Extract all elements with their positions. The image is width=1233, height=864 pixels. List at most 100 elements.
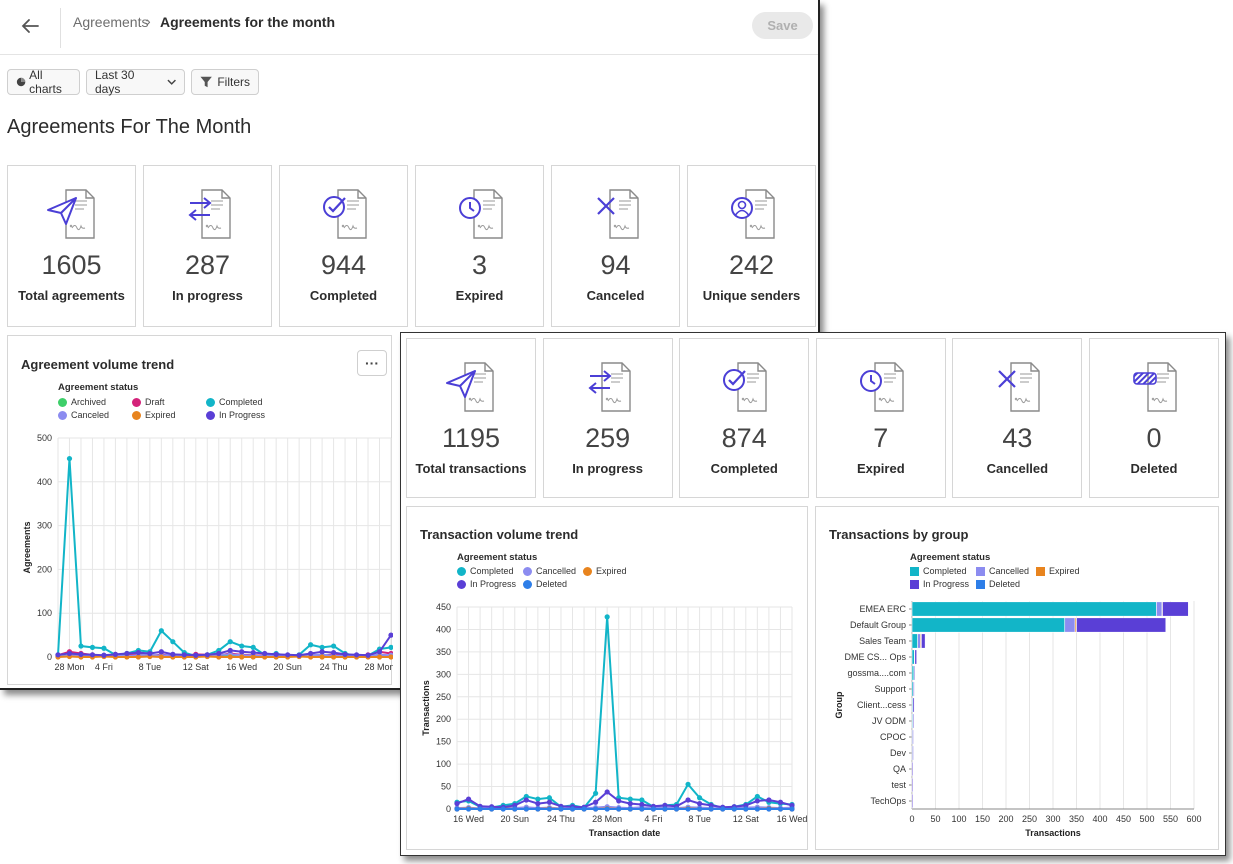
- legend-item[interactable]: Draft: [132, 397, 165, 407]
- sender-document-icon: [688, 188, 815, 240]
- ellipsis-icon: ···: [365, 355, 379, 371]
- stat-card-in-progress[interactable]: 259 In progress: [542, 338, 673, 498]
- stat-card-expired[interactable]: 3 Expired: [415, 165, 544, 327]
- legend-item[interactable]: Cancelled: [523, 566, 576, 576]
- stat-value: 3: [471, 250, 488, 280]
- data-point: [685, 797, 691, 803]
- y-tick-label: 400: [37, 477, 52, 487]
- legend-item[interactable]: Deleted: [976, 579, 1020, 589]
- x-tick-label: 8 Tue: [688, 814, 711, 824]
- stat-card-total-transactions[interactable]: 1195 Total transactions: [406, 338, 536, 498]
- stat-label: Completed: [710, 461, 778, 476]
- chevron-down-icon: [167, 79, 176, 85]
- x-tick-label: 450: [1116, 814, 1131, 824]
- data-point: [112, 651, 119, 657]
- data-point: [319, 644, 325, 650]
- back-arrow-icon[interactable]: [18, 14, 42, 38]
- data-point: [766, 797, 772, 803]
- stat-card-in-progress[interactable]: 287 In progress: [143, 165, 272, 327]
- data-point: [319, 654, 325, 660]
- stat-label: In progress: [172, 288, 243, 303]
- x-tick-label: 600: [1186, 814, 1201, 824]
- legend-item[interactable]: Deleted: [523, 579, 567, 589]
- data-point: [639, 797, 645, 803]
- transaction-volume-chart: 0 50 100 150 200 250 300 350 400 450 16 Wed 20 Sun 2…: [421, 602, 807, 838]
- data-point: [319, 649, 325, 655]
- stat-card-deleted[interactable]: 0 Deleted: [1089, 338, 1219, 498]
- data-point: [66, 455, 73, 462]
- stat-card-unique-senders[interactable]: 242 Unique senders: [687, 165, 816, 327]
- y-tick-label: 100: [436, 759, 451, 769]
- x-tick-label: 28 Mon: [54, 662, 84, 672]
- data-point: [330, 654, 337, 660]
- bar-segment-in-progress: [911, 777, 914, 793]
- save-button[interactable]: Save: [752, 12, 813, 39]
- legend-swatch: [910, 566, 919, 576]
- legend-swatch: [58, 410, 67, 420]
- transactions-panel: 1195 Total transactions 259 In progress 87…: [400, 332, 1226, 856]
- legend-item[interactable]: Cancelled: [976, 566, 1029, 576]
- category-label: Client...cess: [857, 700, 907, 710]
- stat-card-completed[interactable]: 874 Completed: [679, 338, 810, 498]
- all-charts-button[interactable]: All charts: [7, 68, 80, 96]
- data-point: [616, 806, 622, 812]
- filters-button[interactable]: Filters: [191, 69, 259, 95]
- stat-label: Total agreements: [18, 288, 125, 303]
- date-range-label: Last 30 days: [95, 68, 135, 96]
- in-progress-document-icon: [544, 361, 672, 413]
- legend-item[interactable]: Canceled: [58, 410, 109, 420]
- stat-card-cancelled[interactable]: 43 Cancelled: [952, 338, 1083, 498]
- legend-item[interactable]: Completed: [910, 566, 967, 576]
- legend-swatch: [457, 566, 466, 576]
- data-point: [454, 801, 460, 807]
- stat-card-expired[interactable]: 7 Expired: [815, 338, 946, 498]
- breadcrumb-agreements[interactable]: Agreements: [73, 14, 149, 30]
- stat-label: In progress: [572, 461, 643, 476]
- bar-segment-in-progress: [913, 665, 916, 681]
- data-point: [754, 806, 760, 812]
- data-point: [523, 793, 529, 800]
- data-point: [89, 644, 96, 650]
- legend-item[interactable]: In Progress: [206, 410, 265, 420]
- legend-item[interactable]: Expired: [1036, 566, 1080, 576]
- data-point: [489, 806, 495, 812]
- category-label: gossma....com: [847, 668, 906, 678]
- stat-card-canceled[interactable]: 94 Canceled: [551, 165, 680, 327]
- y-tick-label: 200: [436, 714, 451, 724]
- bar-segment-completed: [911, 633, 918, 649]
- legend-item[interactable]: Completed: [457, 566, 514, 576]
- bar-segment-completed: [911, 617, 1066, 633]
- category-label: test: [891, 780, 906, 790]
- stat-card-total-agreements[interactable]: 1605 Total agreements: [7, 165, 136, 327]
- x-tick-label: 12 Sat: [733, 814, 760, 824]
- legend-item[interactable]: Completed: [206, 397, 263, 407]
- data-point: [285, 652, 291, 658]
- stat-card-completed[interactable]: 944 Completed: [279, 165, 408, 327]
- legend-item[interactable]: Archived: [58, 397, 106, 407]
- data-point: [639, 801, 645, 808]
- legend-item[interactable]: In Progress: [457, 579, 516, 589]
- data-point: [250, 654, 256, 660]
- data-point: [500, 806, 506, 812]
- data-point: [639, 806, 645, 812]
- pie-chart-icon: [16, 77, 26, 87]
- category-label: Sales Team: [859, 636, 906, 646]
- data-point: [535, 796, 541, 802]
- expired-document-icon: [817, 361, 945, 413]
- more-options-button[interactable]: ···: [357, 350, 387, 376]
- data-point: [158, 654, 164, 660]
- y-tick-label: 200: [37, 564, 52, 574]
- data-point: [227, 647, 233, 654]
- legend-item[interactable]: Expired: [132, 410, 176, 420]
- stat-label: Completed: [309, 288, 378, 303]
- chart-title: Transaction volume trend: [420, 527, 579, 542]
- legend-swatch: [910, 579, 919, 589]
- legend-item[interactable]: Expired: [583, 566, 627, 576]
- data-point: [353, 652, 360, 658]
- data-point: [204, 652, 210, 658]
- legend-item[interactable]: In Progress: [910, 579, 969, 589]
- bar-segment-in-progress: [912, 713, 915, 729]
- data-point: [616, 798, 622, 804]
- date-range-dropdown[interactable]: Last 30 days: [86, 68, 185, 96]
- data-point: [308, 642, 314, 648]
